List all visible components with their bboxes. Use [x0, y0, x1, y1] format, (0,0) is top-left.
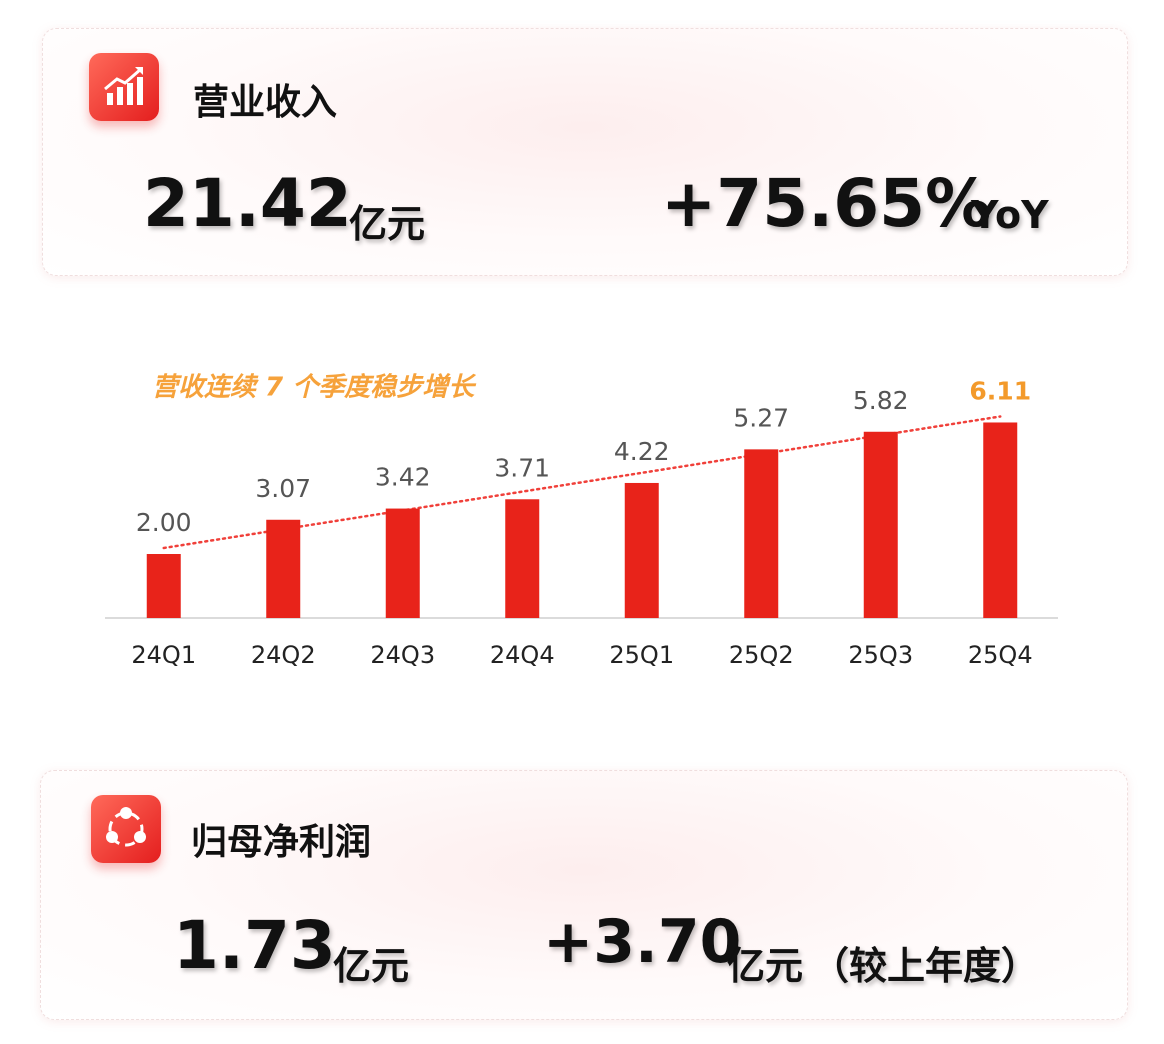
value-label: 2.00 [136, 508, 192, 537]
bar [744, 449, 779, 618]
bar [385, 508, 420, 618]
change-note: （较上年度） [811, 944, 1040, 988]
profit-unit: 亿元 [333, 944, 410, 988]
bar [983, 422, 1018, 618]
profit-icon [91, 795, 161, 863]
x-tick-label: 25Q4 [968, 641, 1033, 669]
profit-value: 1.73 [173, 907, 336, 984]
bar [146, 554, 181, 618]
bar [863, 431, 898, 618]
profit-change: +3.70 [543, 907, 742, 977]
value-label: 5.82 [853, 386, 909, 415]
icon-graphic [104, 67, 143, 105]
value-label: 3.42 [375, 463, 431, 492]
revenue-value: 21.42 [143, 165, 352, 242]
icon-graphic [106, 807, 146, 847]
change-unit: 亿元 [727, 944, 804, 988]
growth-unit: YoY [971, 193, 1049, 237]
revenue-card: 营业收入 21.42 亿元 +75.65% YoY [42, 28, 1128, 276]
chart: 营收连续 7 个季度稳步增长 2.00 24Q1 3.07 24Q2 3.42 24Q3 3… [105, 373, 1058, 669]
value-label: 5.27 [733, 403, 789, 432]
trend-line [162, 415, 1002, 550]
value-label: 6.11 [969, 376, 1031, 405]
value-label: 3.71 [494, 453, 550, 482]
card-title: 营业收入 [193, 82, 338, 123]
x-tick-label: 25Q2 [729, 641, 794, 669]
bar [266, 519, 301, 618]
bar [505, 499, 540, 618]
x-tick-label: 24Q3 [370, 641, 435, 669]
x-tick-label: 24Q2 [251, 641, 316, 669]
card-title: 归母净利润 [191, 822, 372, 863]
bar [624, 482, 659, 618]
profit-card: 归母净利润 1.73 亿元 +3.70 亿元 （较上年度） [40, 770, 1128, 1020]
chart-annotation: 营收连续 7 个季度稳步增长 [152, 373, 477, 403]
x-tick-label: 25Q1 [609, 641, 674, 669]
value-label: 3.07 [255, 474, 311, 503]
x-tick-label: 25Q3 [848, 641, 913, 669]
revenue-growth: +75.65% [661, 165, 992, 242]
x-tick-label: 24Q4 [490, 641, 555, 669]
value-label: 4.22 [614, 437, 670, 466]
revenue-unit: 亿元 [349, 202, 426, 246]
revenue-icon [89, 53, 159, 121]
x-tick-label: 24Q1 [131, 641, 196, 669]
